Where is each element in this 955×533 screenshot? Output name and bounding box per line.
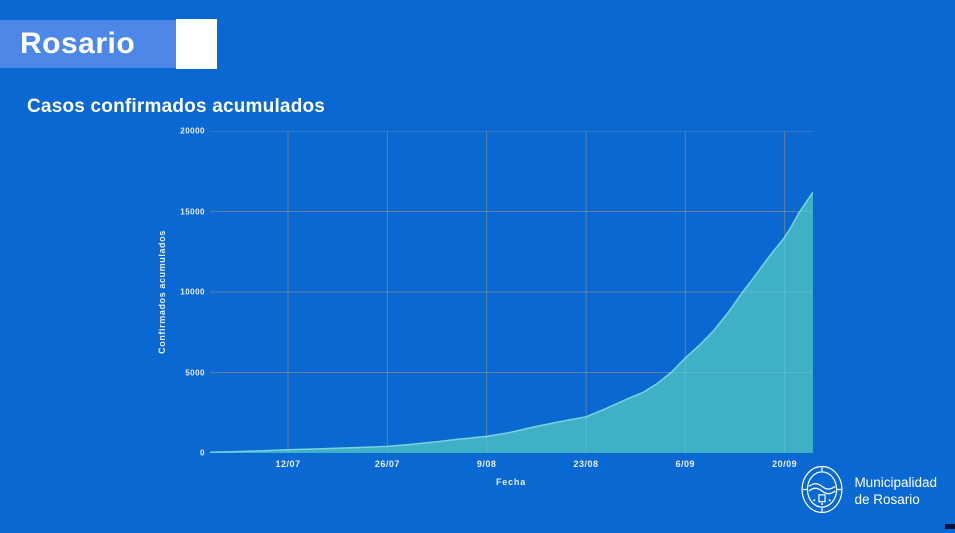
x-tick-label: 6/09 (675, 459, 696, 469)
y-tick-label: 20000 (180, 126, 205, 136)
corner-bar (945, 524, 955, 529)
x-tick-label: 26/07 (374, 459, 400, 469)
header-band: Rosario (0, 20, 176, 68)
y-tick-label: 10000 (180, 287, 205, 297)
municipality-crest-icon (801, 465, 843, 514)
cumulative-cases-area-chart (210, 131, 813, 453)
y-tick-label: 0 (200, 448, 205, 458)
x-tick-label: 20/09 (772, 459, 798, 469)
x-axis-title: Fecha (495, 477, 527, 487)
municipality-logo: Municipalidad de Rosario (799, 464, 937, 518)
header-accent-square (176, 19, 217, 69)
page-title: Rosario (20, 27, 136, 60)
x-tick-label: 9/08 (476, 459, 497, 469)
y-tick-label: 5000 (185, 368, 205, 377)
chart-title: Casos confirmados acumulados (27, 96, 326, 117)
logo-text-line1: Municipalidad (854, 475, 937, 490)
x-tick-label: 12/07 (275, 459, 301, 469)
x-tick-label: 23/08 (573, 459, 599, 469)
logo-text-line2: de Rosario (854, 492, 920, 507)
y-tick-label: 15000 (180, 207, 205, 216)
